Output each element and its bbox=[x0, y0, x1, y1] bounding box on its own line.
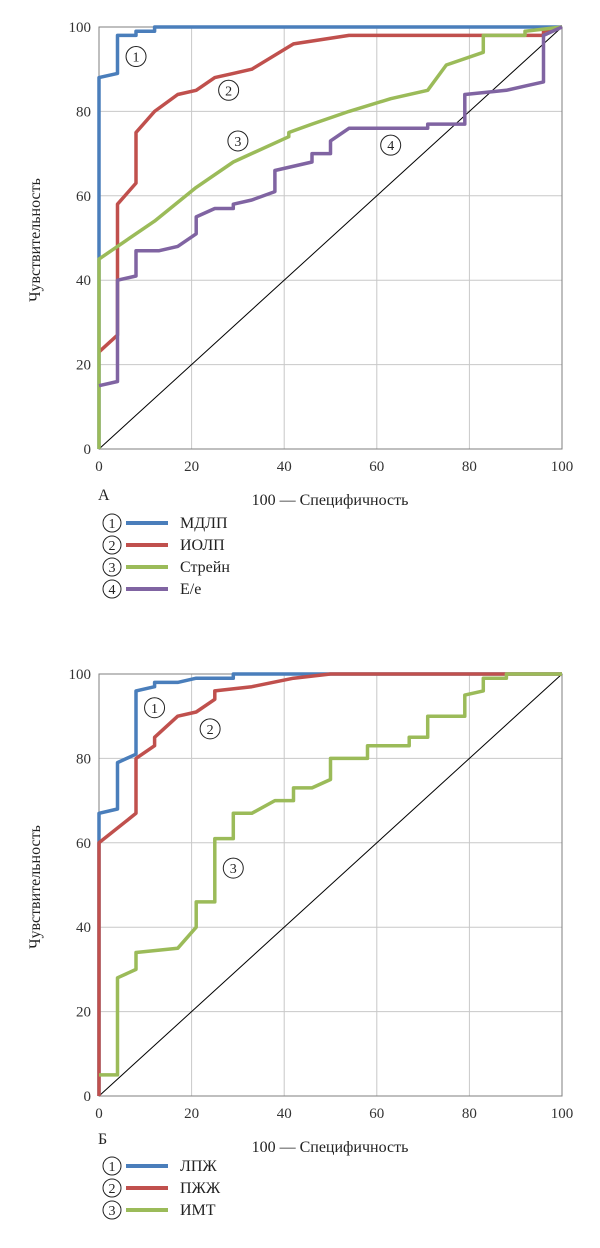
y-tick-label: 60 bbox=[76, 189, 91, 205]
panel-label-a: А bbox=[98, 487, 110, 504]
roc-panel-b: Чувствительность 100 — Специфичность Б 0… bbox=[27, 667, 574, 1220]
y-tick-label: 100 bbox=[69, 20, 92, 36]
roc-panel-a: Чувствительность 100 — Специфичность А 0… bbox=[27, 20, 574, 599]
series-marker-circle bbox=[144, 697, 166, 719]
legend-marker-label: 4 bbox=[109, 583, 116, 598]
x-tick-label: 40 bbox=[277, 1106, 292, 1122]
legend-marker-circle bbox=[102, 1200, 122, 1220]
series-marker-label: 1 bbox=[151, 702, 158, 717]
x-tick-label: 100 bbox=[551, 1106, 574, 1122]
series-marker-circle bbox=[125, 46, 147, 68]
x-tick-label: 60 bbox=[369, 1106, 384, 1122]
legend-marker-circle bbox=[102, 579, 122, 599]
series-line-3 bbox=[97, 25, 563, 449]
legend-marker-label: 1 bbox=[109, 1160, 116, 1175]
legend-entry-label: ЛПЖ bbox=[180, 1158, 217, 1175]
series-marker-label: 3 bbox=[230, 862, 237, 877]
x-tick-label: 40 bbox=[277, 459, 292, 475]
x-tick-label: 100 bbox=[551, 459, 574, 475]
x-axis-title-b: 100 — Специфичность bbox=[252, 1139, 409, 1156]
series-line-2 bbox=[97, 25, 563, 354]
y-tick-label: 80 bbox=[76, 751, 91, 767]
series-marker-circle bbox=[218, 79, 240, 101]
series-marker-circle bbox=[222, 857, 244, 879]
y-tick-label: 0 bbox=[84, 1089, 92, 1105]
series-marker-label: 1 bbox=[133, 51, 140, 66]
legend-marker-label: 3 bbox=[109, 1204, 116, 1219]
legend-marker-label: 3 bbox=[109, 561, 116, 576]
x-tick-label: 80 bbox=[462, 1106, 477, 1122]
legend-marker-circle bbox=[102, 557, 122, 577]
series-line-3 bbox=[99, 672, 562, 1077]
x-tick-label: 0 bbox=[95, 1106, 103, 1122]
y-tick-label: 100 bbox=[69, 667, 92, 683]
legend-entry-label: МДЛП bbox=[180, 515, 228, 532]
legend-marker-circle bbox=[102, 535, 122, 555]
legend-entry-label: E/e bbox=[180, 581, 201, 598]
x-tick-label: 80 bbox=[462, 459, 477, 475]
y-axis-title-b: Чувствительность bbox=[27, 825, 44, 949]
x-tick-label: 20 bbox=[184, 459, 199, 475]
legend-marker-label: 2 bbox=[109, 539, 116, 554]
y-tick-label: 40 bbox=[76, 920, 91, 936]
series-marker-circle bbox=[227, 130, 249, 152]
series-marker-label: 2 bbox=[207, 723, 214, 738]
series-marker-circle bbox=[380, 134, 402, 156]
legend-marker-label: 2 bbox=[109, 1182, 116, 1197]
series-marker-label: 4 bbox=[387, 139, 394, 154]
series-line-4 bbox=[98, 25, 563, 388]
x-tick-label: 60 bbox=[369, 459, 384, 475]
legend-entry-label: ИОЛП bbox=[180, 537, 225, 554]
legend-entry-label: ИМТ bbox=[180, 1202, 216, 1219]
x-tick-label: 20 bbox=[184, 1106, 199, 1122]
legend-entry-label: Стрейн bbox=[180, 559, 230, 576]
x-tick-label: 0 bbox=[95, 459, 103, 475]
series-line-1 bbox=[97, 25, 562, 449]
x-axis-title-a: 100 — Специфичность bbox=[252, 492, 409, 509]
legend-entry-label: ПЖЖ bbox=[180, 1180, 221, 1197]
legend-marker-circle bbox=[102, 513, 122, 533]
diagonal-reference-line bbox=[98, 673, 563, 1097]
legend-marker-circle bbox=[102, 1178, 122, 1198]
y-tick-label: 80 bbox=[76, 104, 91, 120]
series-marker-label: 2 bbox=[225, 84, 232, 99]
y-tick-label: 0 bbox=[84, 442, 92, 458]
y-axis-title-a: Чувствительность bbox=[27, 178, 44, 302]
series-line-1 bbox=[97, 672, 562, 1096]
y-tick-label: 20 bbox=[76, 358, 91, 374]
y-tick-label: 20 bbox=[76, 1005, 91, 1021]
series-line-2 bbox=[97, 672, 562, 1096]
series-marker-circle bbox=[199, 718, 221, 740]
series-marker-label: 3 bbox=[234, 135, 241, 150]
y-tick-label: 60 bbox=[76, 836, 91, 852]
panel-label-b: Б bbox=[98, 1131, 107, 1148]
y-tick-label: 40 bbox=[76, 273, 91, 289]
legend-marker-circle bbox=[102, 1156, 122, 1176]
legend-marker-label: 1 bbox=[109, 517, 116, 532]
diagonal-reference-line bbox=[98, 26, 563, 450]
